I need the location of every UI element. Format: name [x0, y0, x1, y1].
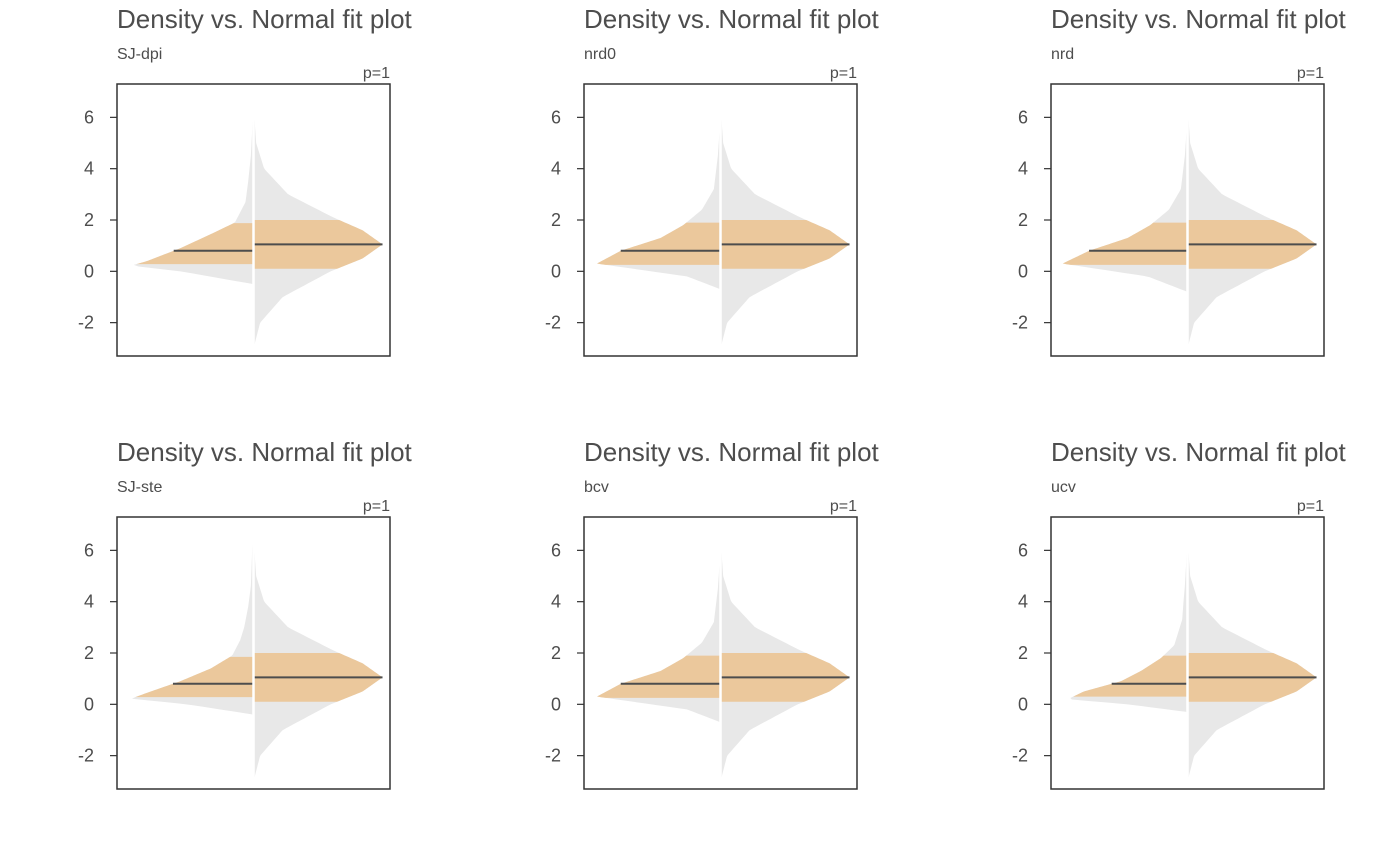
panel-5: Density vs. Normal fit plot bcv p=1 -2 0 2 4 6	[545, 437, 880, 790]
left-iqr-band	[597, 222, 721, 265]
y-tick-label: 4	[551, 592, 561, 612]
panel-subtitle: bcv	[584, 479, 609, 496]
panel-subtitle: SJ-dpi	[117, 46, 162, 63]
y-tick-label: 6	[84, 540, 94, 560]
y-tick-label: 4	[84, 159, 94, 179]
p-value-annotation: p=1	[830, 65, 857, 82]
y-tick-label: 6	[1018, 107, 1028, 127]
left-iqr-band	[597, 655, 721, 698]
y-tick-label: 2	[551, 643, 561, 663]
y-tick-label: 2	[1018, 643, 1028, 663]
panel-title: Density vs. Normal fit plot	[584, 437, 880, 467]
y-tick-label: 2	[84, 210, 94, 230]
y-tick-label: 0	[551, 694, 561, 714]
y-tick-label: -2	[545, 746, 561, 766]
panel-subtitle: SJ-ste	[117, 479, 162, 496]
panel-subtitle: ucv	[1051, 479, 1076, 496]
p-value-annotation: p=1	[1297, 65, 1324, 82]
y-tick-label: 4	[551, 159, 561, 179]
y-tick-label: -2	[78, 313, 94, 333]
y-tick-label: 6	[1018, 540, 1028, 560]
p-value-annotation: p=1	[1297, 498, 1324, 515]
panel-title: Density vs. Normal fit plot	[117, 437, 413, 467]
panel-subtitle: nrd0	[584, 46, 616, 63]
y-tick-label: -2	[78, 746, 94, 766]
y-tick-label: 2	[551, 210, 561, 230]
y-tick-label: 4	[84, 592, 94, 612]
panel-3: Density vs. Normal fit plot nrd p=1 -2 0 2 4 6	[1012, 4, 1347, 357]
y-tick-label: 6	[551, 107, 561, 127]
left-iqr-band	[135, 656, 254, 698]
y-tick-label: 2	[84, 643, 94, 663]
y-tick-label: -2	[1012, 746, 1028, 766]
panel-2: Density vs. Normal fit plot nrd0 p=1 -2 0 2 4 6	[545, 4, 880, 357]
p-value-annotation: p=1	[830, 498, 857, 515]
panel-subtitle: nrd	[1051, 46, 1074, 63]
p-value-annotation: p=1	[363, 498, 390, 515]
panel-4: Density vs. Normal fit plot SJ-ste p=1 -2 0 2…	[78, 437, 413, 790]
plot-area	[133, 84, 383, 356]
y-tick-label: 6	[551, 540, 561, 560]
y-tick-label: -2	[545, 313, 561, 333]
plot-area	[131, 517, 383, 789]
plot-area	[597, 517, 850, 789]
y-tick-label: 4	[1018, 159, 1028, 179]
y-tick-label: 0	[84, 694, 94, 714]
y-tick-label: 0	[1018, 261, 1028, 281]
left-iqr-band	[1062, 222, 1188, 265]
y-tick-label: -2	[1012, 313, 1028, 333]
panel-title: Density vs. Normal fit plot	[584, 4, 880, 34]
y-tick-label: 0	[84, 261, 94, 281]
y-tick-label: 2	[1018, 210, 1028, 230]
panel-1: Density vs. Normal fit plot SJ-dpi p=1 -2 0 2…	[78, 4, 413, 357]
p-value-annotation: p=1	[363, 65, 390, 82]
y-tick-label: 0	[1018, 694, 1028, 714]
y-tick-label: 0	[551, 261, 561, 281]
plot-area	[1062, 84, 1317, 356]
panel-6: Density vs. Normal fit plot ucv p=1 -2 0 2 4 6	[1012, 437, 1347, 790]
y-tick-label: 6	[84, 107, 94, 127]
plot-area	[597, 84, 850, 356]
panel-title: Density vs. Normal fit plot	[1051, 437, 1347, 467]
y-tick-label: 4	[1018, 592, 1028, 612]
panel-title: Density vs. Normal fit plot	[1051, 4, 1347, 34]
left-iqr-band	[1073, 655, 1188, 697]
left-density-shape	[1064, 117, 1188, 292]
left-iqr-band	[136, 223, 254, 265]
panel-title: Density vs. Normal fit plot	[117, 4, 413, 34]
plot-area	[1070, 517, 1317, 789]
